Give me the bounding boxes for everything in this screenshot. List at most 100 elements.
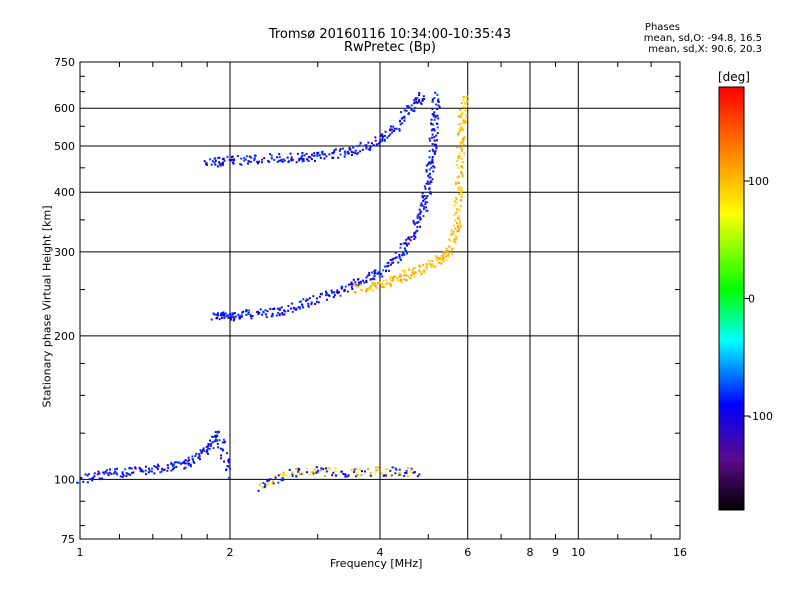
scatter-point (279, 159, 282, 162)
scatter-point (447, 255, 450, 258)
scatter-point (317, 151, 320, 154)
scatter-point (373, 472, 376, 475)
scatter-point (460, 170, 463, 173)
scatter-point (247, 312, 250, 315)
scatter-point (413, 238, 416, 241)
scatter-point (404, 271, 407, 274)
scatter-point (372, 144, 375, 147)
scatter-point (466, 95, 469, 98)
scatter-point (373, 275, 376, 278)
scatter-point (306, 298, 309, 301)
scatter-point (422, 99, 425, 102)
scatter-point (183, 462, 186, 465)
scatter-point (398, 128, 401, 131)
scatter-point (223, 316, 226, 319)
scatter-point (433, 118, 436, 121)
scatter-point (336, 291, 339, 294)
scatter-point (390, 279, 393, 282)
scatter-point (419, 271, 422, 274)
scatter-point (185, 462, 188, 465)
scatter-point (414, 97, 417, 100)
scatter-point (406, 105, 409, 108)
scatter-point (323, 153, 326, 156)
scatter-point (188, 462, 191, 465)
scatter-point (405, 250, 408, 253)
scatter-point (457, 190, 460, 193)
scatter-point (108, 471, 111, 474)
scatter-point (413, 232, 416, 235)
scatter-point (437, 258, 440, 261)
scatter-point (440, 257, 443, 260)
scatter-point (268, 160, 271, 163)
scatter-point (313, 468, 316, 471)
scatter-point (273, 158, 276, 161)
scatter-point (232, 312, 235, 315)
scatter-point (351, 287, 354, 290)
scatter-point (398, 468, 401, 471)
scatter-point (333, 291, 336, 294)
scatter-point (432, 123, 435, 126)
scatter-point (222, 449, 225, 452)
scatter-point (460, 195, 463, 198)
scatter-point (302, 306, 305, 309)
scatter-point (353, 468, 356, 471)
scatter-point (315, 300, 318, 303)
scatter-point (365, 280, 368, 283)
scatter-point (462, 128, 465, 131)
scatter-point (222, 441, 225, 444)
scatter-point (401, 252, 404, 255)
scatter-point (275, 314, 278, 317)
scatter-point (278, 308, 281, 311)
scatter-point (179, 462, 182, 465)
scatter-point (405, 109, 408, 112)
scatter-point (458, 223, 461, 226)
scatter-point (210, 318, 213, 321)
scatter-point (156, 468, 159, 471)
scatter-point (410, 469, 413, 472)
scatter-point (312, 295, 315, 298)
scatter-point (398, 279, 401, 282)
scatter-point (316, 152, 319, 155)
scatter-point (454, 241, 457, 244)
scatter-point (425, 267, 428, 270)
scatter-point (130, 467, 133, 470)
scatter-point (457, 155, 460, 158)
scatter-point (313, 159, 316, 162)
scatter-point (226, 464, 229, 467)
scatter-point (428, 176, 431, 179)
scatter-point (433, 129, 436, 132)
scatter-point (298, 159, 301, 162)
scatter-point (457, 182, 460, 185)
scatter-point (404, 242, 407, 245)
scatter-point (187, 463, 190, 466)
scatter-point (463, 102, 466, 105)
scatter-point (310, 153, 313, 156)
scatter-point (281, 477, 284, 480)
scatter-point (435, 147, 438, 150)
scatter-point (104, 470, 107, 473)
scatter-point (214, 159, 217, 162)
scatter-point (394, 275, 397, 278)
scatter-point (365, 147, 368, 150)
scatter-point (216, 312, 219, 315)
scatter-point (461, 137, 464, 140)
scatter-point (393, 130, 396, 133)
scatter-point (291, 158, 294, 161)
scatter-point (461, 111, 464, 114)
scatter-point (460, 157, 463, 160)
scatter-point (218, 318, 221, 321)
scatter-point (109, 468, 112, 471)
scatter-point (450, 233, 453, 236)
scatter-point (430, 118, 433, 121)
scatter-point (385, 467, 388, 470)
scatter-point (410, 236, 413, 239)
scatter-point (292, 307, 295, 310)
scatter-point (425, 197, 428, 200)
scatter-point (142, 470, 145, 473)
scatter-point (424, 187, 427, 190)
scatter-point (402, 274, 405, 277)
y-tick-label: 300 (54, 246, 75, 259)
scatter-point (346, 290, 349, 293)
scatter-point (96, 473, 99, 476)
scatter-point (365, 276, 368, 279)
